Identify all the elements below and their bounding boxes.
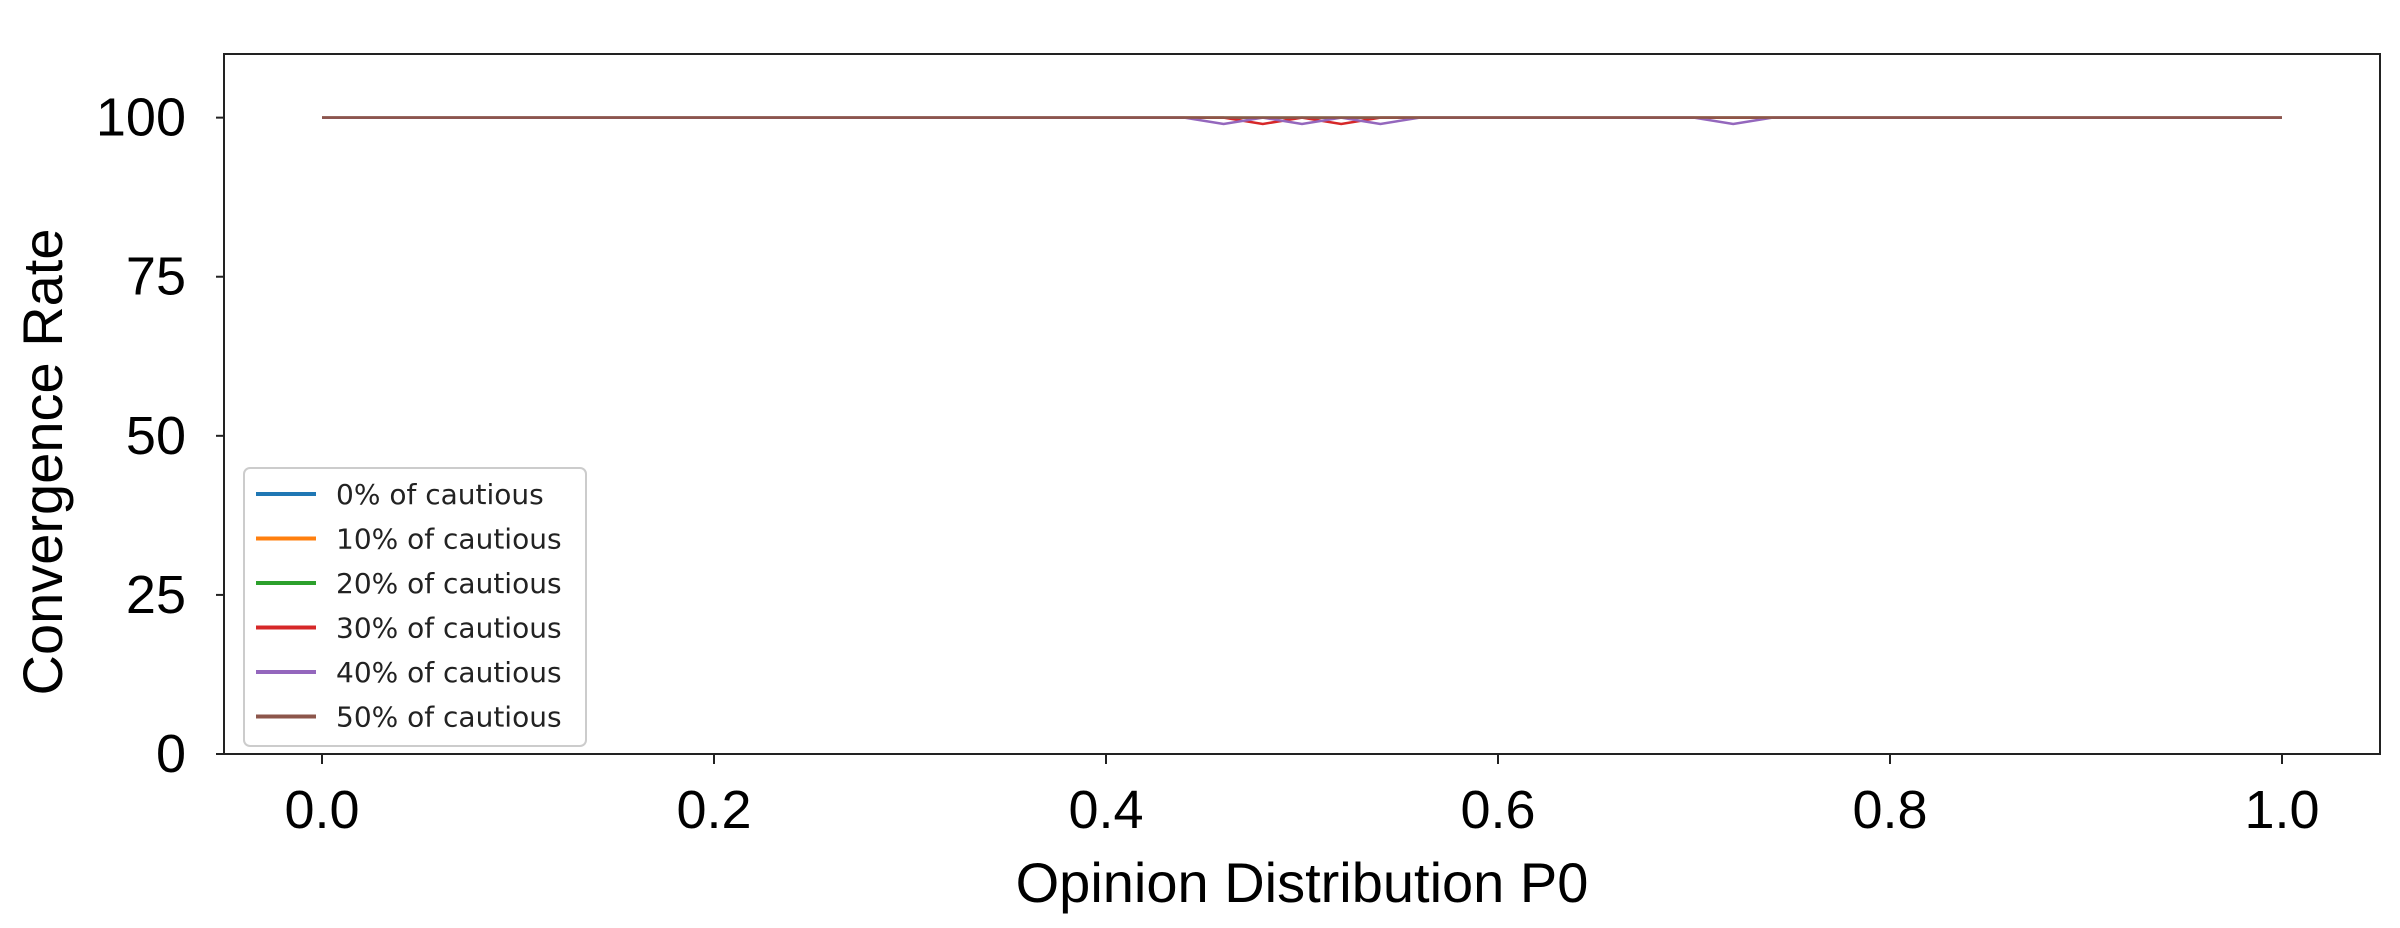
x-tick-label: 0.8 (1852, 780, 1927, 840)
x-axis-label: Opinion Distribution P0 (1016, 851, 1589, 914)
y-axis-label: Convergence Rate (11, 229, 74, 696)
x-tick-label: 0.2 (676, 780, 751, 840)
y-tick-label: 75 (126, 247, 186, 307)
x-tick-label: 0.4 (1068, 780, 1143, 840)
y-tick-label: 25 (126, 565, 186, 625)
plot-frame (223, 53, 2381, 755)
legend-label: 30% of cautious (336, 612, 562, 645)
legend-box (243, 467, 587, 747)
plot-lines (322, 116, 2282, 126)
y-tick-label: 50 (126, 406, 186, 466)
y-axis: 0 25 50 75 100 (96, 88, 224, 784)
x-tick-label: 0.0 (284, 780, 359, 840)
legend-label: 10% of cautious (336, 523, 562, 556)
y-tick-label: 0 (156, 724, 186, 784)
x-axis: 0.0 0.2 0.4 0.6 0.8 1.0 (284, 754, 2320, 840)
legend: 0% of cautious 10% of cautious 20% of caut… (243, 467, 587, 747)
legend-label: 20% of cautious (336, 567, 562, 600)
x-tick-label: 0.6 (1460, 780, 1535, 840)
legend-label: 40% of cautious (336, 656, 562, 689)
legend-label: 0% of cautious (336, 478, 544, 511)
y-tick-label: 100 (96, 88, 186, 148)
x-tick-label: 1.0 (2244, 780, 2319, 840)
legend-label: 50% of cautious (336, 701, 562, 734)
